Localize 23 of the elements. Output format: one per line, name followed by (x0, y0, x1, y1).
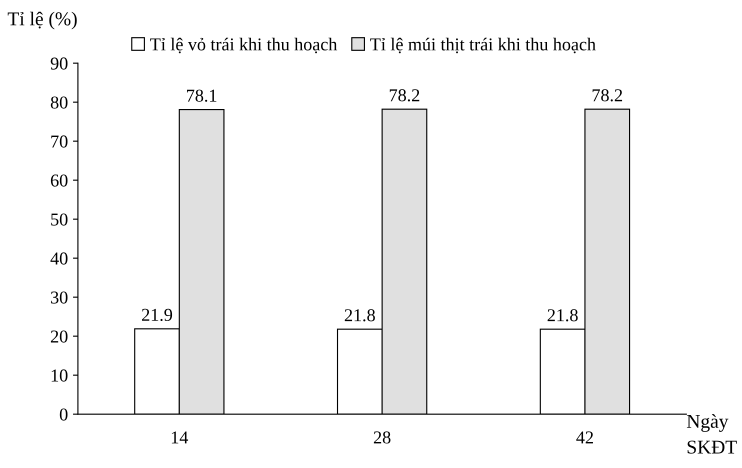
y-tick-label: 90 (50, 57, 68, 70)
data-label: 21.8 (344, 309, 375, 322)
y-tick-label: 10 (52, 369, 68, 382)
x-tick-label: 14 (172, 431, 188, 444)
y-tick-label: 70 (51, 135, 68, 148)
data-label: 78.1 (187, 90, 216, 102)
data-label: 78.2 (592, 89, 622, 102)
y-tick-label: 40 (50, 252, 68, 265)
x-tick-label: 28 (374, 431, 390, 444)
y-tick-label: 30 (50, 291, 68, 304)
x-axis-title: Ngày SKĐT (686, 414, 737, 454)
y-tick-label: 0 (60, 408, 68, 421)
y-tick-label: 20 (50, 330, 68, 343)
data-label: 78.2 (390, 89, 420, 102)
y-tick-label: 50 (51, 213, 68, 226)
data-label: 21.9 (142, 308, 172, 322)
y-axis-title: Tỉ lệ (%) (8, 12, 77, 30)
y-tick-label: 80 (50, 96, 68, 109)
x-tick-label: 42 (576, 431, 593, 444)
data-label: 21.8 (548, 309, 578, 322)
y-tick-label: 60 (50, 174, 68, 187)
legend-label: Tỉ lệ múi thịt trái khi thu hoạch (370, 38, 596, 54)
legend-label: Tỉ lệ vỏ trái khi thu hoạch (150, 38, 338, 54)
